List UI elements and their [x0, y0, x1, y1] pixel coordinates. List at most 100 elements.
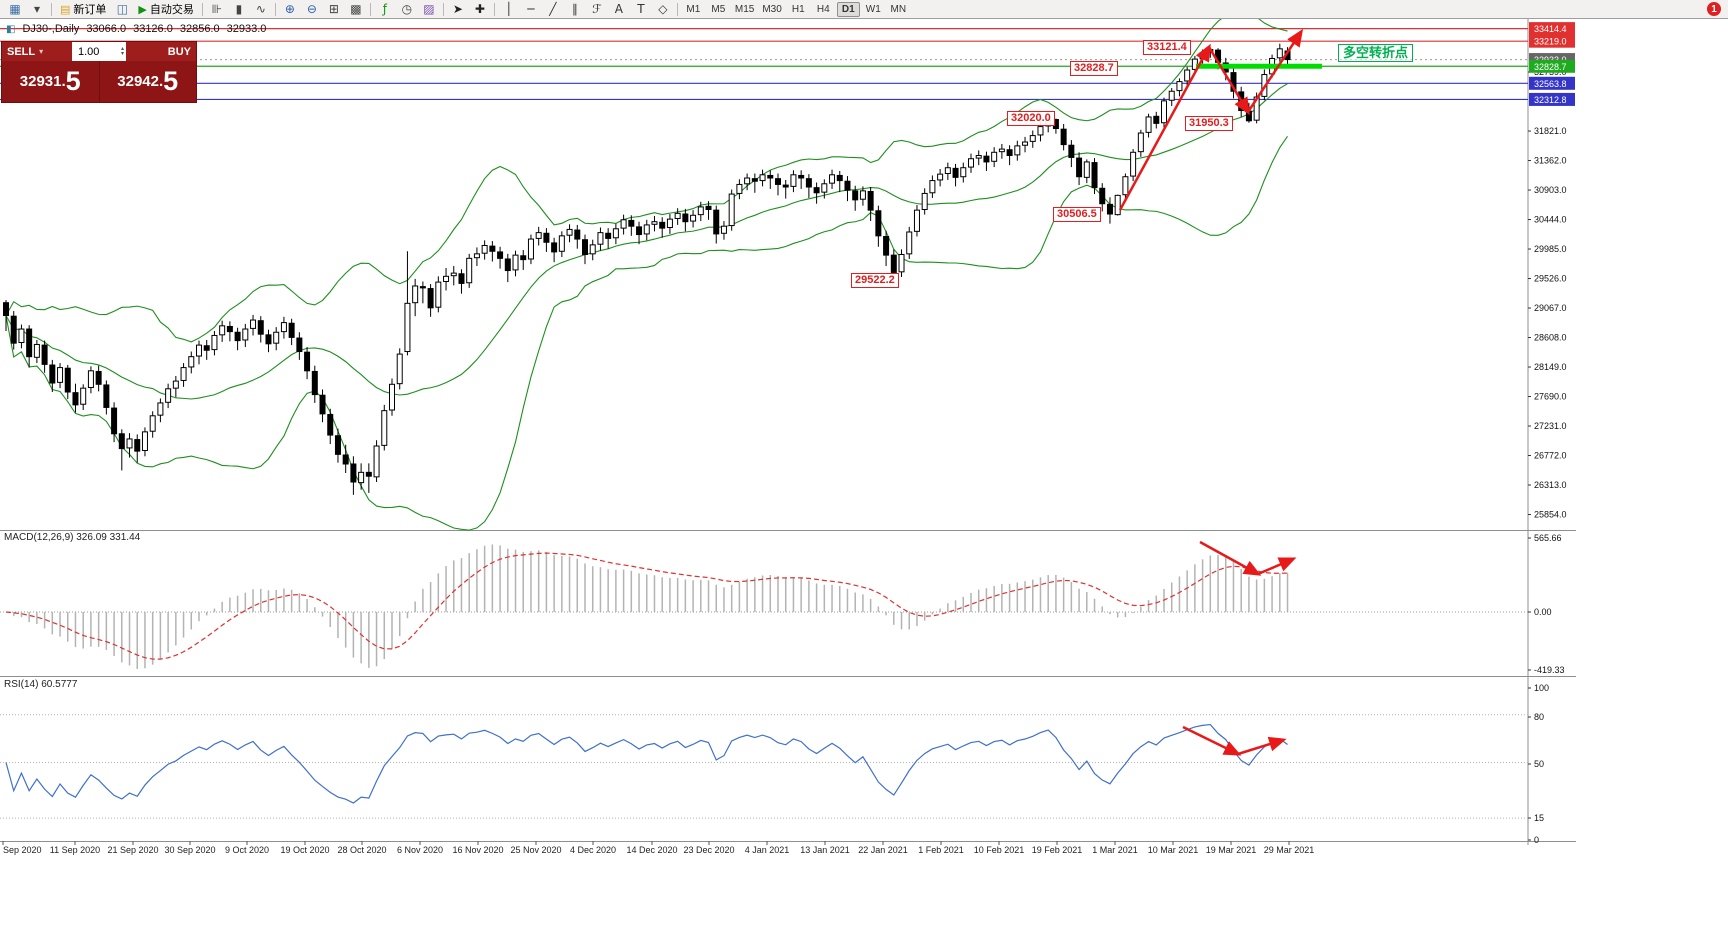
- price-big-digit: 5: [163, 66, 179, 96]
- tf-button-M1[interactable]: M1: [686, 3, 701, 15]
- lot-size-input[interactable]: 1.00 ▴ ▾: [72, 42, 126, 61]
- new-order-button-label: 新订单: [73, 4, 107, 16]
- svg-text:31821.0: 31821.0: [1534, 126, 1567, 136]
- chevron-down-icon[interactable]: ▾: [39, 47, 44, 56]
- chart-info-icon: ◧: [6, 23, 16, 35]
- indicators-icon[interactable]: ƒ: [382, 2, 387, 16]
- close-value: 32933.0: [226, 23, 267, 35]
- autotrading-button-label: 自动交易: [149, 4, 194, 16]
- svg-text:25854.0: 25854.0: [1534, 510, 1567, 520]
- svg-text:28608.0: 28608.0: [1534, 333, 1567, 343]
- svg-text:565.66: 565.66: [1534, 533, 1562, 543]
- tf-button-M15[interactable]: M15: [734, 3, 755, 15]
- sell-button[interactable]: SELL ▾: [2, 42, 72, 61]
- text-label-icon[interactable]: T: [637, 2, 645, 16]
- autotrading-button[interactable]: ▶ 自动交易: [133, 1, 198, 18]
- svg-text:23 Dec 2020: 23 Dec 2020: [683, 845, 734, 855]
- price-digits: 32942.: [117, 73, 164, 90]
- horizontal-line-icon[interactable]: ─: [527, 2, 535, 16]
- price-annotation[interactable]: 33121.4: [1143, 40, 1191, 55]
- text-icon[interactable]: A: [614, 2, 623, 16]
- low-value: 32856.0: [179, 23, 220, 35]
- price-annotation[interactable]: 32020.0: [1007, 111, 1055, 126]
- fibonacci-icon[interactable]: ℱ: [592, 2, 602, 16]
- candlestick-chart-icon[interactable]: ▮: [235, 2, 243, 16]
- cascade-windows-icon[interactable]: ▩: [350, 2, 362, 16]
- svg-text:0.00: 0.00: [1534, 607, 1552, 617]
- one-click-trading-panel: SELL ▾ 1.00 ▴ ▾ BUY 32931. 5 32942. 5: [1, 41, 197, 103]
- svg-text:15: 15: [1534, 813, 1544, 823]
- price-axis: 32739.031821.031362.030903.030444.029985…: [1528, 22, 1575, 520]
- tf-button-MN[interactable]: MN: [890, 3, 907, 15]
- svg-text:4 Dec 2020: 4 Dec 2020: [570, 845, 616, 855]
- vertical-line-icon[interactable]: │: [505, 2, 513, 16]
- sell-price[interactable]: 32931. 5: [2, 61, 99, 102]
- sell-button-label: SELL: [7, 45, 36, 58]
- chart-list-caret-icon[interactable]: ▾: [33, 2, 41, 16]
- svg-text:11 Sep 2020: 11 Sep 2020: [50, 845, 100, 855]
- rsi-panel: 100 80 50 15 0: [0, 683, 1549, 845]
- svg-text:29526.0: 29526.0: [1534, 274, 1567, 284]
- price-annotation[interactable]: 29522.2: [851, 273, 899, 288]
- tf-button-H1[interactable]: H1: [791, 3, 805, 15]
- crosshair-icon[interactable]: ✚: [474, 2, 485, 16]
- high-value: 33126.0: [133, 23, 173, 35]
- trendline-icon[interactable]: ╱: [549, 2, 557, 16]
- macd-panel: 565.66 0.00 -419.33: [0, 533, 1565, 675]
- svg-text:31362.0: 31362.0: [1534, 156, 1567, 166]
- lot-spinner[interactable]: ▴ ▾: [120, 45, 124, 57]
- chart-windows-icon[interactable]: ◫: [116, 2, 129, 16]
- tf-button-W1[interactable]: W1: [865, 3, 881, 15]
- tf-button-H4[interactable]: H4: [816, 3, 830, 15]
- tf-button-D1[interactable]: D1: [836, 1, 860, 17]
- svg-text:0: 0: [1534, 835, 1539, 845]
- new-order-button[interactable]: ▤ 新订单: [55, 1, 111, 18]
- spin-up-icon[interactable]: ▴: [120, 45, 124, 52]
- open-value: 33066.0: [86, 23, 127, 35]
- spin-down-icon[interactable]: ▾: [120, 50, 124, 57]
- buy-button-label: BUY: [167, 45, 191, 58]
- tf-button-M30[interactable]: M30: [762, 3, 782, 15]
- svg-text:19 Feb 2021: 19 Feb 2021: [1032, 845, 1083, 855]
- buy-price[interactable]: 32942. 5: [98, 61, 197, 102]
- periods-icon[interactable]: ◷: [401, 2, 413, 16]
- templates-icon[interactable]: ▨: [423, 2, 435, 16]
- svg-text:13 Jan 2021: 13 Jan 2021: [800, 845, 850, 855]
- date-axis: Sep 2020 11 Sep 2020 21 Sep 2020 30 Sep 202…: [2, 841, 1315, 855]
- bar-chart-icon[interactable]: ⊪: [211, 2, 223, 16]
- svg-text:29 Mar 2021: 29 Mar 2021: [1264, 845, 1315, 855]
- line-chart-icon[interactable]: ∿: [255, 2, 266, 16]
- zoom-out-icon[interactable]: ⊖: [306, 2, 317, 16]
- channel-icon[interactable]: ∥: [571, 2, 578, 16]
- symbol-period-label: DJ30-,Daily: [22, 23, 80, 35]
- price-annotation[interactable]: 31950.3: [1185, 116, 1233, 131]
- arrows-icon[interactable]: ◇: [658, 2, 668, 16]
- turning-point-note[interactable]: 多空转折点: [1338, 44, 1414, 62]
- price-annotation[interactable]: 30506.5: [1053, 207, 1101, 222]
- svg-text:9 Oct 2020: 9 Oct 2020: [225, 845, 269, 855]
- svg-text:22 Jan 2021: 22 Jan 2021: [858, 845, 908, 855]
- svg-text:Sep 2020: Sep 2020: [3, 845, 42, 855]
- new-chart-icon[interactable]: ▦: [9, 2, 21, 16]
- svg-text:27231.0: 27231.0: [1534, 421, 1567, 431]
- svg-text:28 Oct 2020: 28 Oct 2020: [337, 845, 386, 855]
- cursor-icon[interactable]: ➤: [452, 2, 463, 16]
- price-digits: 32931.: [19, 73, 66, 90]
- svg-text:14 Dec 2020: 14 Dec 2020: [626, 845, 677, 855]
- trend-arrows[interactable]: [1118, 28, 1304, 756]
- tf-button-M5[interactable]: M5: [711, 3, 726, 15]
- svg-text:30444.0: 30444.0: [1534, 215, 1567, 225]
- svg-text:32312.8: 32312.8: [1534, 95, 1567, 105]
- buy-button[interactable]: BUY: [126, 42, 196, 61]
- svg-text:30 Sep 2020: 30 Sep 2020: [164, 845, 215, 855]
- svg-text:1 Mar 2021: 1 Mar 2021: [1092, 845, 1138, 855]
- macd-indicator-label: MACD(12,26,9) 326.09 331.44: [4, 532, 141, 543]
- notification-badge[interactable]: 1: [1707, 2, 1721, 16]
- zoom-in-icon[interactable]: ⊕: [284, 2, 295, 16]
- price-annotation[interactable]: 32828.7: [1070, 61, 1118, 76]
- svg-text:19 Oct 2020: 19 Oct 2020: [280, 845, 329, 855]
- svg-text:29067.0: 29067.0: [1534, 303, 1567, 313]
- tile-windows-icon[interactable]: ⊞: [328, 2, 339, 16]
